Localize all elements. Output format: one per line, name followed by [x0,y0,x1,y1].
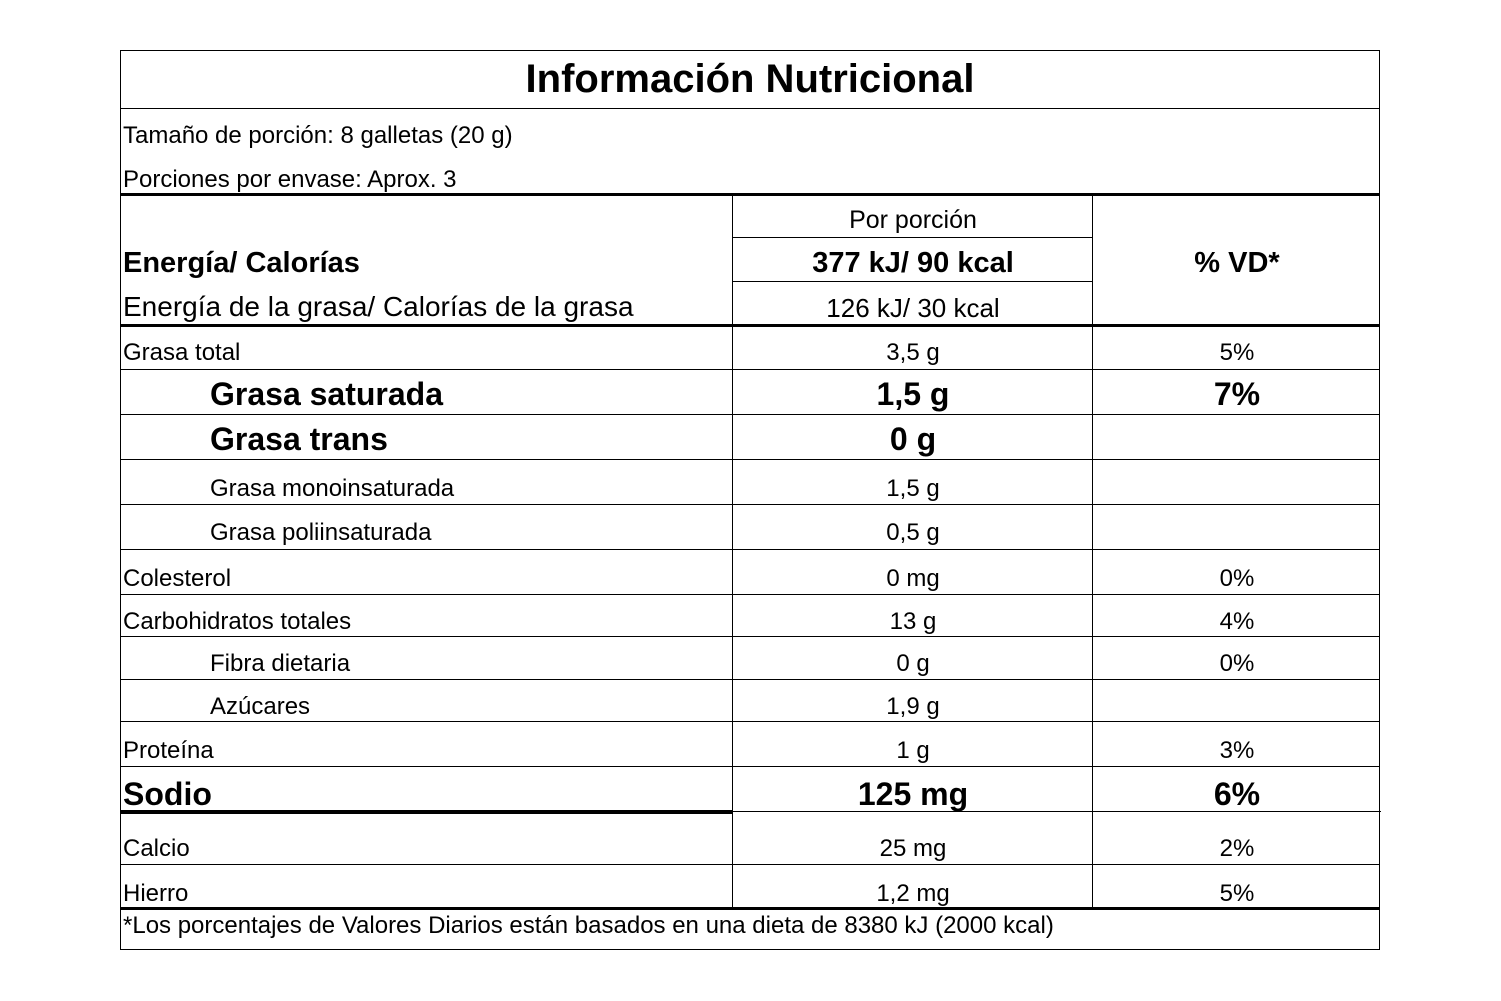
footnote: *Los porcentajes de Valores Diarios está… [123,912,1054,939]
row-divider [121,459,1379,460]
divider-thick [121,324,1379,327]
nutrient-amount: 0 g [889,421,937,457]
nutrient-amount: 1 g [896,737,930,764]
nutrition-facts-label: Información Nutricional Tamaño de porció… [120,50,1381,950]
nutrient-name: Sodio [123,776,212,812]
nutrient-name: Colesterol [123,565,232,592]
nutrient-name: Grasa poliinsaturada [210,519,432,546]
column-divider [1092,327,1093,909]
divider [733,281,1093,282]
nutrient-dv: 0% [1219,650,1255,677]
nutrient-name: Azúcares [210,693,311,720]
row-divider [121,679,1379,680]
row-divider [121,636,1379,637]
nutrient-amount: 1,5 g [886,475,940,502]
nutrient-dv: 6% [1213,776,1261,812]
divider [121,108,1379,109]
row-divider [121,721,1379,722]
nutrient-dv: 7% [1213,376,1261,412]
divider-thick [121,193,1379,196]
fat-energy-value: 126 kJ/ 30 kcal [826,293,1000,323]
row-divider [121,549,1379,550]
nutrient-dv: 0% [1219,565,1255,592]
divider [733,237,1093,238]
nutrient-name: Calcio [123,835,190,862]
nutrient-name: Carbohidratos totales [123,608,352,635]
nutrient-dv: 5% [1219,880,1255,907]
nutrient-amount: 125 mg [857,776,969,812]
servings-per-container: Porciones por envase: Aprox. 3 [123,166,457,193]
nutrient-name: Proteína [123,737,214,764]
row-divider [121,369,1379,370]
serving-size: Tamaño de porción: 8 galletas (20 g) [123,122,513,149]
nutrient-amount: 1,5 g [876,376,950,412]
row-divider [121,766,1379,767]
divider-thick [121,907,1379,910]
row-divider [733,811,1381,812]
nutrient-name: Grasa monoinsaturada [210,475,455,502]
fat-energy-label: Energía de la grasa/ Calorías de la gras… [123,291,634,322]
nutrient-name: Hierro [123,880,189,907]
dv-header: % VD* [1194,247,1280,279]
nutrient-name: Fibra dietaria [210,650,351,677]
nutrient-amount: 0 mg [886,565,940,592]
nutrient-name: Grasa total [123,339,241,366]
nutrient-dv: 5% [1219,339,1255,366]
nutrient-amount: 13 g [889,608,937,635]
energy-value: 377 kJ/ 90 kcal [812,247,1014,279]
column-divider [732,327,733,909]
nutrient-amount: 0 g [896,650,930,677]
nutrient-name: Grasa trans [210,421,388,457]
per-serving-header: Por porción [849,206,977,234]
row-divider [121,594,1379,595]
sodium-underline [121,810,733,814]
row-divider [121,414,1379,415]
nutrient-amount: 0,5 g [886,519,940,546]
label-title: Información Nutricional [525,57,975,101]
nutrient-amount: 1,9 g [886,693,940,720]
nutrient-dv: 2% [1219,835,1255,862]
row-divider [121,504,1379,505]
nutrient-dv: 4% [1219,608,1255,635]
column-divider [732,196,733,326]
nutrient-name: Grasa saturada [210,376,444,412]
column-divider [1092,196,1093,326]
nutrient-amount: 3,5 g [886,339,940,366]
nutrient-amount: 25 mg [879,835,947,862]
nutrient-dv: 3% [1219,737,1255,764]
energy-label: Energía/ Calorías [123,247,360,279]
row-divider [121,864,1379,865]
nutrient-amount: 1,2 mg [876,880,950,907]
